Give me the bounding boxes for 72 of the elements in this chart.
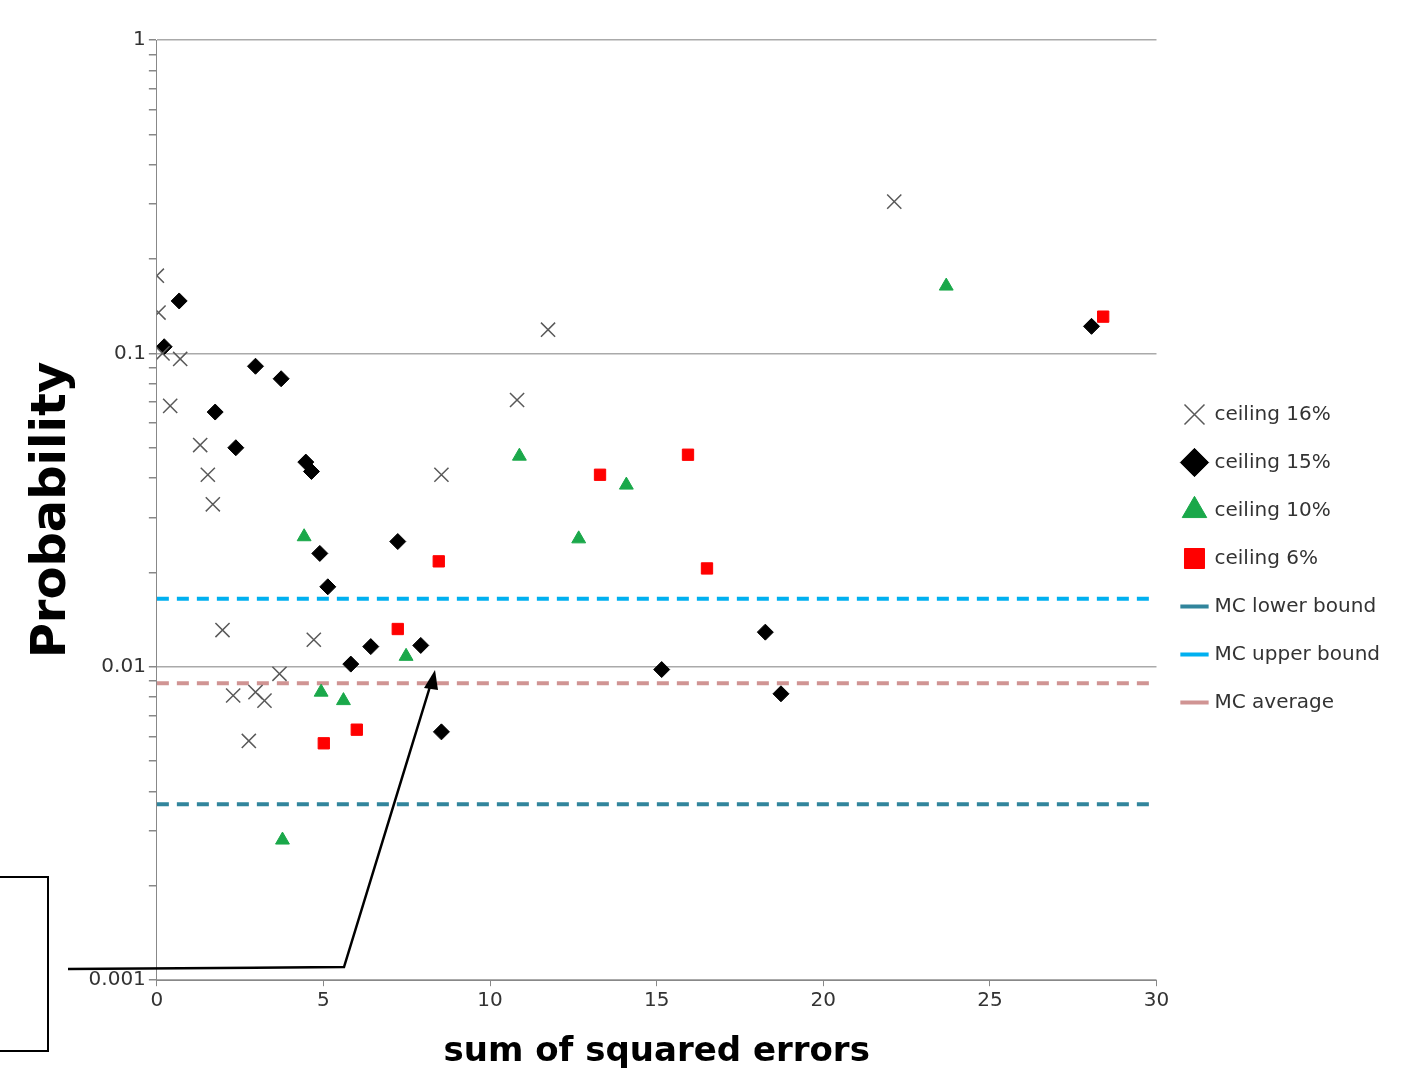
point <box>886 193 903 210</box>
legend-label: MC upper bound <box>1214 640 1381 665</box>
ref-line-label: MC average <box>1214 688 1334 713</box>
point <box>653 661 671 679</box>
y-tick-label: 0.1 <box>114 339 146 364</box>
point <box>433 466 450 483</box>
point <box>540 321 556 338</box>
point <box>156 345 171 362</box>
x-tick-label: 15 <box>643 987 670 1012</box>
point <box>271 665 288 682</box>
x-tick-label: 30 <box>1143 987 1170 1012</box>
point <box>170 292 188 310</box>
point <box>938 277 954 291</box>
point <box>336 692 351 706</box>
point <box>205 496 221 513</box>
point <box>297 453 315 471</box>
point <box>162 398 179 414</box>
point <box>247 684 264 700</box>
point <box>302 462 320 480</box>
point <box>432 723 450 741</box>
point <box>756 623 774 641</box>
point <box>772 685 790 703</box>
x-tick-label: 10 <box>477 987 503 1012</box>
x-tick-label: 20 <box>810 987 837 1012</box>
point <box>275 831 290 845</box>
point <box>319 578 337 596</box>
point <box>311 544 329 562</box>
point <box>700 562 714 575</box>
point <box>412 636 430 654</box>
point <box>681 448 695 461</box>
point <box>225 687 241 704</box>
legend-label: ceiling 16% <box>1214 400 1331 425</box>
point <box>172 351 188 367</box>
point <box>1083 317 1101 335</box>
point <box>432 555 445 568</box>
x-axis-title: sum of squared errors <box>443 1029 870 1070</box>
point <box>1097 310 1110 323</box>
point <box>511 447 527 461</box>
x-tick-label: 5 <box>317 987 330 1012</box>
y-axis-title: Probability <box>20 361 77 659</box>
point <box>313 683 329 697</box>
x-tick-label: 25 <box>977 987 1003 1012</box>
y-tick-label: 0.001 <box>88 966 146 991</box>
legend-label: MC lower bound <box>1214 592 1377 617</box>
point <box>200 466 216 483</box>
point <box>272 370 290 388</box>
y-tick-label: 0.01 <box>101 653 146 677</box>
legend-label: ceiling 15% <box>1214 448 1331 473</box>
point <box>305 631 322 648</box>
legend-label: ceiling 6% <box>1214 544 1318 569</box>
point <box>593 468 607 481</box>
point <box>509 392 525 408</box>
point <box>296 528 312 542</box>
point <box>192 437 208 453</box>
point <box>214 622 231 638</box>
x-tick-label: 0 <box>150 987 164 1012</box>
point <box>350 723 363 736</box>
point <box>398 647 414 661</box>
point <box>241 733 257 749</box>
point <box>206 403 224 421</box>
point <box>256 692 273 709</box>
point <box>227 439 245 457</box>
point <box>362 638 380 656</box>
point <box>391 622 404 636</box>
point <box>389 533 407 551</box>
point <box>246 357 264 375</box>
point <box>618 476 634 490</box>
point <box>342 655 360 673</box>
legend-label: ceiling 10% <box>1214 496 1331 521</box>
point <box>571 530 587 544</box>
point <box>317 737 330 750</box>
y-tick-label: 1 <box>133 26 146 51</box>
